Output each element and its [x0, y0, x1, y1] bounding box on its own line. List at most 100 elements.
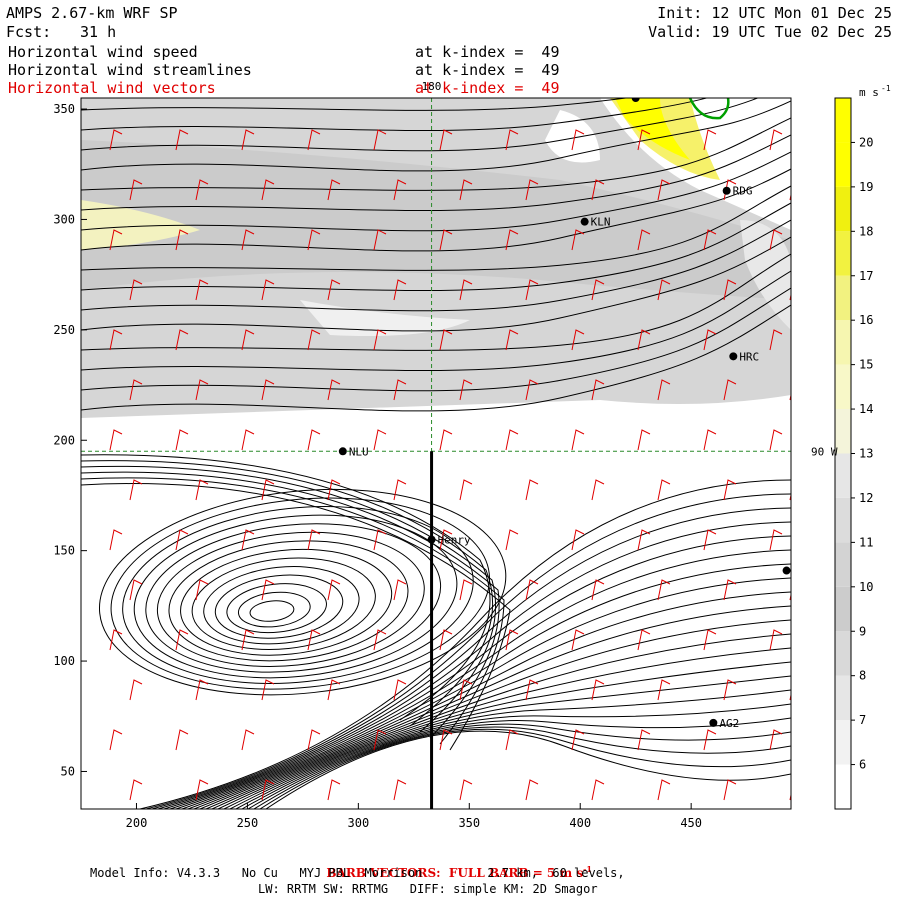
station-label: AG2 — [719, 717, 739, 730]
wind-barb — [195, 279, 209, 301]
streamline — [81, 134, 791, 212]
colorbar-bin — [835, 453, 851, 498]
colorbar-bin — [835, 631, 851, 676]
wind-barb — [703, 129, 717, 151]
y-tick-label: 50 — [61, 764, 75, 778]
streamline — [193, 605, 791, 809]
wind-barb — [637, 529, 651, 551]
wind-barb — [129, 179, 143, 201]
wind-barb — [327, 579, 341, 601]
station-marker — [729, 352, 738, 361]
streamline — [217, 661, 791, 809]
colorbar-tick-label: 7 — [859, 713, 866, 727]
wind-barb — [109, 729, 123, 751]
streamline — [81, 304, 791, 412]
streamline — [229, 689, 791, 809]
colorbar-bin — [835, 275, 851, 321]
wind-barb — [571, 229, 585, 251]
wind-barb — [571, 729, 585, 751]
colorbar-tick-label: 6 — [859, 758, 866, 772]
wind-barb — [525, 679, 539, 701]
wind-barb — [637, 129, 651, 151]
wind-barb — [571, 529, 585, 551]
wind-barb — [723, 779, 737, 801]
streamline — [81, 219, 791, 312]
streamline — [223, 675, 791, 809]
wind-barb — [525, 779, 539, 801]
streamline — [81, 185, 791, 271]
barb-note-exp: -1 — [583, 864, 592, 874]
wind-barb — [109, 329, 123, 351]
wind-barb — [703, 729, 717, 751]
init-time: Init: 12 UTC Mon 01 Dec 25 — [657, 4, 892, 22]
wind-barb — [505, 629, 519, 651]
colorbar-tick-label: 11 — [859, 535, 873, 549]
wind-barb — [657, 179, 671, 201]
wind-barb — [195, 779, 209, 801]
wind-barb — [307, 129, 321, 151]
colorbar-tick-label: 10 — [859, 580, 873, 594]
wind-barb — [195, 379, 209, 401]
field-speed-level: at k-index = 49 — [415, 43, 560, 61]
wind-barb — [591, 779, 605, 801]
wind-barb — [129, 679, 143, 701]
wind-barb — [109, 229, 123, 251]
wind-barb — [439, 529, 453, 551]
wind-barb — [703, 629, 717, 651]
wind-barb — [373, 529, 387, 551]
station-marker — [427, 535, 436, 544]
y-tick-label: 150 — [53, 544, 75, 558]
wind-barb — [175, 529, 189, 551]
wind-barb — [175, 129, 189, 151]
streamline — [157, 521, 791, 809]
streamline — [187, 591, 791, 809]
wind-barb — [261, 279, 275, 301]
cyclone-streamline — [249, 600, 295, 622]
y-tick-label: 100 — [53, 654, 75, 668]
colorbar-bin — [835, 675, 851, 721]
colorbar-bin — [835, 497, 851, 543]
colorbar-bin — [835, 98, 851, 143]
wind-barb — [393, 579, 407, 601]
cyclone-streamline — [98, 488, 507, 696]
wind-barb — [241, 729, 255, 751]
wind-barb — [723, 279, 737, 301]
wind-barb — [571, 629, 585, 651]
model-info: Model Info: V4.3.3 No Cu MYJ PBL Morriso… — [90, 866, 625, 880]
wind-barb — [373, 729, 387, 751]
wind-barb — [591, 279, 605, 301]
wind-barb — [195, 679, 209, 701]
wind-barb — [241, 629, 255, 651]
y-tick-label: 300 — [53, 212, 75, 226]
x-tick-label: 400 — [569, 816, 591, 830]
wind-barb — [373, 329, 387, 351]
x-tick-label: 300 — [348, 816, 370, 830]
wind-barb — [393, 179, 407, 201]
wind-barb — [327, 179, 341, 201]
field-streamline-name: Horizontal wind streamlines — [8, 61, 252, 79]
streamline — [81, 483, 511, 751]
streamline — [81, 168, 791, 252]
wind-barb — [307, 629, 321, 651]
wind-barb — [373, 129, 387, 151]
colorbar-tick-label: 12 — [859, 491, 873, 505]
valid-time: Valid: 19 UTC Tue 02 Dec 25 — [648, 23, 892, 41]
streamline — [81, 270, 791, 372]
wind-barb — [723, 679, 737, 701]
streamline — [81, 98, 631, 111]
wind-barb — [307, 429, 321, 451]
wind-barb — [439, 229, 453, 251]
streamline — [175, 563, 791, 809]
wind-barb — [769, 129, 783, 151]
wind-barb — [241, 529, 255, 551]
wind-barb — [241, 329, 255, 351]
wind-barb — [769, 429, 783, 451]
wind-barb — [459, 379, 473, 401]
wind-barb — [637, 329, 651, 351]
wind-barb — [789, 392, 791, 401]
wind-barb — [241, 429, 255, 451]
streamline — [81, 98, 709, 132]
colorbar-tick-label: 13 — [859, 447, 873, 461]
streamline — [265, 730, 791, 809]
fcst-label: Fcst: — [6, 23, 52, 41]
